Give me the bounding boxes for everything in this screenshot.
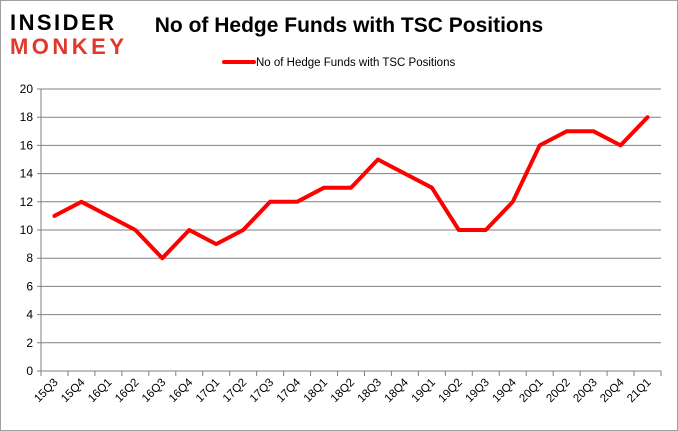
x-tick-label: 20Q1 xyxy=(517,377,545,405)
x-tick-label: 16Q3 xyxy=(140,377,168,405)
y-tick-label: 0 xyxy=(26,364,33,378)
x-tick-label: 18Q3 xyxy=(356,377,384,405)
y-tick-label: 4 xyxy=(26,308,33,322)
x-tick-label: 19Q3 xyxy=(464,377,492,405)
x-tick-label: 21Q1 xyxy=(625,377,653,405)
x-tick-label: 20Q2 xyxy=(544,377,572,405)
x-tick-label: 20Q4 xyxy=(598,376,627,405)
y-tick-label: 18 xyxy=(20,110,34,124)
x-tick-label: 18Q2 xyxy=(329,377,357,405)
x-tick-label: 17Q2 xyxy=(221,377,249,405)
y-tick-label: 14 xyxy=(20,167,34,181)
x-tick-label: 16Q2 xyxy=(113,377,141,405)
y-tick-label: 20 xyxy=(20,82,34,96)
x-tick-label: 18Q4 xyxy=(383,376,412,405)
y-tick-label: 16 xyxy=(20,138,34,152)
x-tick-label: 18Q1 xyxy=(302,377,330,405)
insider-monkey-logo: INSIDER MONKEY xyxy=(10,10,124,58)
y-tick-label: 8 xyxy=(26,251,33,265)
x-tick-label: 16Q1 xyxy=(86,377,114,405)
y-tick-label: 2 xyxy=(26,336,33,350)
chart-title: No of Hedge Funds with TSC Positions xyxy=(154,14,544,37)
y-tick-label: 12 xyxy=(20,195,34,209)
y-tick-label: 10 xyxy=(20,223,34,237)
y-tick-label: 6 xyxy=(26,279,33,293)
x-tick-label: 17Q3 xyxy=(248,377,276,405)
x-tick-label: 15Q3 xyxy=(32,377,60,405)
x-tick-label: 15Q4 xyxy=(59,376,88,405)
legend-label: No of Hedge Funds with TSC Positions xyxy=(256,57,455,69)
x-tick-label: 17Q4 xyxy=(275,376,304,405)
x-tick-label: 16Q4 xyxy=(167,376,196,405)
x-tick-label: 20Q3 xyxy=(571,377,599,405)
x-tick-label: 19Q4 xyxy=(490,376,519,405)
x-tick-label: 17Q1 xyxy=(194,377,222,405)
x-tick-label: 19Q1 xyxy=(410,377,438,405)
x-tick-label: 19Q2 xyxy=(437,377,465,405)
